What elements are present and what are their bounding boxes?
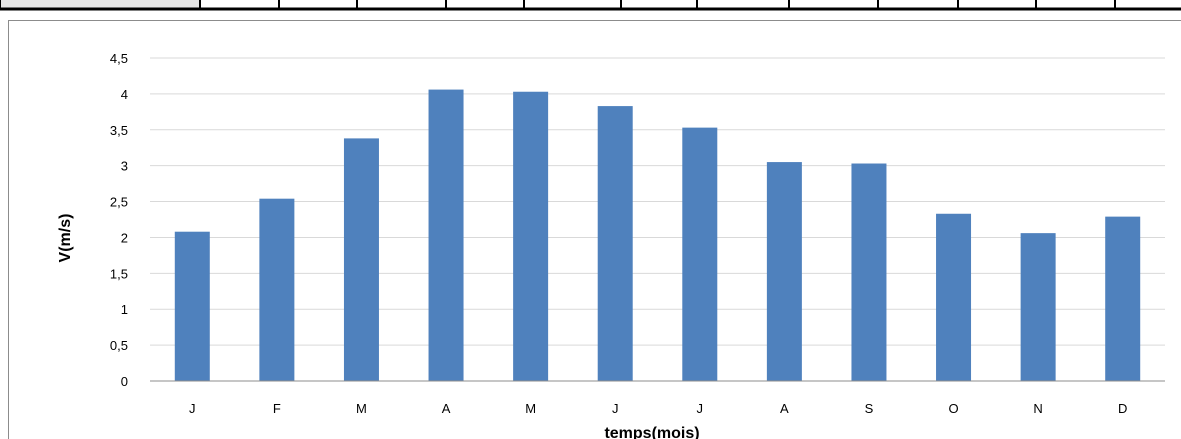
x-tick-label: A	[780, 401, 789, 416]
bar-9	[851, 163, 887, 381]
x-tick-label: N	[1033, 401, 1042, 416]
y-axis-label: V(m/s)	[57, 214, 74, 263]
bar-2	[259, 198, 295, 381]
bar-8	[766, 162, 802, 381]
x-tick-label: J	[612, 401, 619, 416]
y-tick-label: 2	[121, 230, 128, 245]
x-tick-label: J	[189, 401, 196, 416]
x-tick-label: F	[273, 401, 281, 416]
y-tick-label: 4	[121, 87, 128, 102]
x-tick-label: O	[948, 401, 958, 416]
bar-11	[1020, 233, 1056, 381]
bar-1	[174, 231, 210, 381]
x-tick-label: A	[442, 401, 451, 416]
y-tick-label: 1	[121, 302, 128, 317]
y-tick-label: 1,5	[110, 266, 128, 281]
bar-3	[343, 138, 379, 381]
bar-6	[597, 106, 633, 381]
bar-10	[936, 213, 972, 381]
x-tick-label: D	[1118, 401, 1127, 416]
x-tick-label: S	[865, 401, 874, 416]
y-tick-label: 4,5	[110, 51, 128, 66]
bar-7	[682, 127, 718, 381]
y-tick-label: 0,5	[110, 338, 128, 353]
bar-5	[513, 91, 549, 381]
bar-12	[1105, 216, 1141, 381]
bar-4	[428, 89, 464, 382]
x-tick-label: J	[697, 401, 704, 416]
bars	[174, 89, 1141, 382]
y-tick-labels: 0 0,5 1 1,5 2 2,5 3 3,5 4 4,5	[110, 51, 128, 389]
x-tick-label: M	[525, 401, 536, 416]
chart-frame	[8, 20, 1181, 439]
table-border-strip	[0, 0, 1181, 12]
x-axis-label: temps(mois)	[604, 425, 699, 439]
x-tick-label: M	[356, 401, 367, 416]
y-tick-label: 3	[121, 159, 128, 174]
y-tick-label: 3,5	[110, 123, 128, 138]
y-tick-label: 0	[121, 374, 128, 389]
y-tick-label: 2,5	[110, 195, 128, 210]
grid-lines	[150, 57, 1165, 346]
